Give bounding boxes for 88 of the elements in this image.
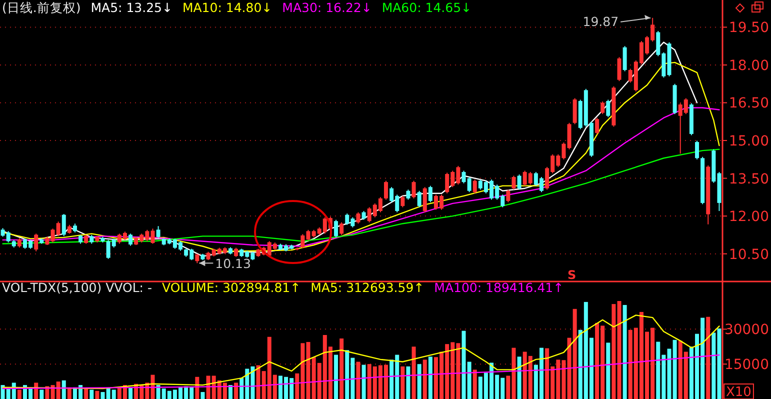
annotation: 19.87 [582, 14, 619, 29]
candlestick [467, 176, 472, 193]
text: MA5: 13.25↓ [90, 0, 172, 15]
bar [472, 370, 477, 399]
candlestick [384, 180, 388, 200]
y-tick-label: 16.50 [728, 96, 769, 112]
candlestick [567, 122, 572, 150]
bar [517, 356, 522, 399]
line-series [2, 107, 720, 247]
bar [234, 382, 238, 399]
candlestick [128, 233, 133, 246]
candlestick [422, 186, 427, 213]
candlestick [512, 175, 516, 190]
bar [617, 301, 622, 399]
candlestick [600, 100, 605, 115]
candlestick [617, 56, 622, 82]
bar [672, 340, 677, 399]
bar [84, 388, 88, 399]
bar [100, 392, 105, 399]
annotation: S [567, 268, 576, 282]
bar [422, 360, 427, 399]
candlestick [156, 226, 160, 239]
text: X10 [726, 385, 752, 399]
annotation: VOLUME: 302894.81↑ [162, 280, 301, 295]
candlestick [17, 238, 22, 248]
text: MA60: 14.65↓ [382, 0, 472, 15]
bar [228, 385, 232, 399]
candlestick [356, 212, 360, 224]
bar [412, 346, 416, 399]
candlestick [234, 247, 238, 258]
candlestick [572, 98, 577, 125]
bar [90, 390, 94, 399]
y-tick-label: 10.50 [728, 246, 769, 263]
bar [406, 366, 410, 399]
y-tick-label: 13.50 [728, 171, 769, 188]
chart-title: (日线.前复权) [2, 0, 81, 15]
bar [362, 364, 366, 399]
candlestick [472, 179, 477, 194]
candlestick [695, 140, 700, 160]
candlestick [406, 189, 410, 200]
candlestick [62, 214, 66, 237]
y-tick-label: 15.00 [728, 134, 769, 150]
candlestick [517, 174, 522, 190]
y-tick-label: 19.50 [728, 20, 769, 36]
line-series [2, 314, 720, 390]
bar [417, 364, 422, 399]
candlestick [334, 219, 338, 238]
bar [200, 392, 205, 399]
candlestick [34, 233, 38, 252]
candlestick [400, 195, 405, 208]
bar [128, 387, 133, 399]
bar [622, 304, 627, 399]
text: MA100: 189416.41↑ [434, 280, 564, 295]
bar [400, 366, 405, 399]
candlestick [595, 117, 600, 135]
line-series [2, 354, 720, 390]
bar [428, 356, 432, 399]
bar [606, 342, 610, 399]
candlestick [340, 222, 344, 236]
text: MA30: 16.22↓ [282, 0, 372, 15]
text: MA10: 14.80↓ [182, 0, 272, 15]
candlestick [417, 190, 422, 208]
annotation: 10.13 [215, 256, 251, 272]
bar [95, 390, 100, 399]
candlestick [412, 180, 416, 199]
chart-title: VOL-TDX(5,100) VVOL: - [2, 280, 152, 295]
candlestick [606, 99, 610, 118]
bar [467, 362, 472, 399]
candlestick [195, 253, 200, 264]
bar [340, 338, 344, 399]
line-series [2, 148, 720, 244]
y-tick-label: 15000 [724, 357, 769, 374]
bar [462, 330, 466, 399]
y-tick-label: 30000 [724, 322, 769, 338]
y-tick-label: 18.00 [728, 58, 769, 74]
bar [356, 362, 360, 399]
bar [17, 390, 22, 399]
candlestick [506, 189, 510, 203]
bar [612, 304, 616, 399]
candlestick [462, 170, 466, 184]
bar [334, 354, 338, 399]
bar [706, 316, 710, 399]
candlestick [622, 46, 627, 72]
y-tick-label: 12.00 [728, 209, 769, 226]
candlestick [428, 185, 432, 203]
text: MA5: 312693.59↑ [310, 280, 424, 295]
bar [40, 390, 44, 399]
bar [62, 380, 66, 399]
